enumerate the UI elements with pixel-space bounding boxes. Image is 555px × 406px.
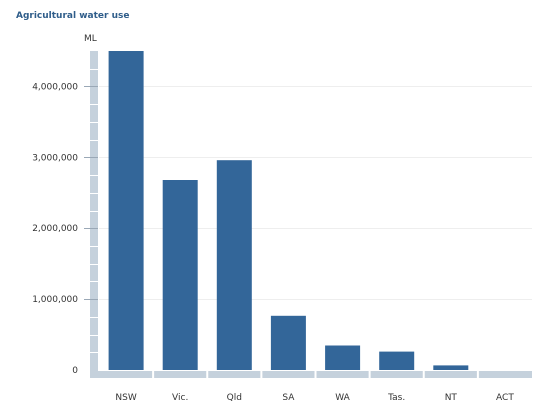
y-axis-unit-label: ML [84, 34, 97, 44]
bar-nt [433, 365, 469, 370]
chart-title: Agricultural water use [16, 11, 130, 21]
x-tick-label: WA [335, 393, 350, 403]
x-tick-label: NT [445, 393, 458, 403]
y-tick-label: 3,000,000 [32, 153, 78, 163]
x-axis-line [90, 371, 532, 378]
x-tick-label: Tas. [387, 393, 405, 403]
x-tick-label: ACT [496, 393, 514, 403]
bar-wa [325, 345, 361, 370]
y-tick-label: 2,000,000 [32, 224, 78, 234]
y-axis-ticks: 0 1,000,000 2,000,000 3,000,000 4,000,000 [32, 82, 78, 376]
bar-vic [162, 180, 198, 370]
x-tick-label: Vic. [172, 393, 188, 403]
bar-nsw [108, 51, 144, 370]
x-axis-ticks: NSW Vic. Qld SA WA Tas. NT ACT [115, 393, 514, 403]
bar-qld [216, 160, 252, 370]
bar-sa [270, 315, 306, 370]
axes [84, 51, 532, 378]
y-tick-label: 1,000,000 [32, 295, 78, 305]
x-tick-label: NSW [115, 393, 136, 403]
y-axis-line [90, 51, 98, 378]
y-tick-label: 4,000,000 [32, 82, 78, 92]
x-tick-label: SA [282, 393, 295, 403]
bar-tas [379, 351, 415, 370]
x-tick-label: Qld [227, 393, 242, 403]
bars [108, 51, 469, 370]
y-tick-label: 0 [72, 366, 78, 376]
